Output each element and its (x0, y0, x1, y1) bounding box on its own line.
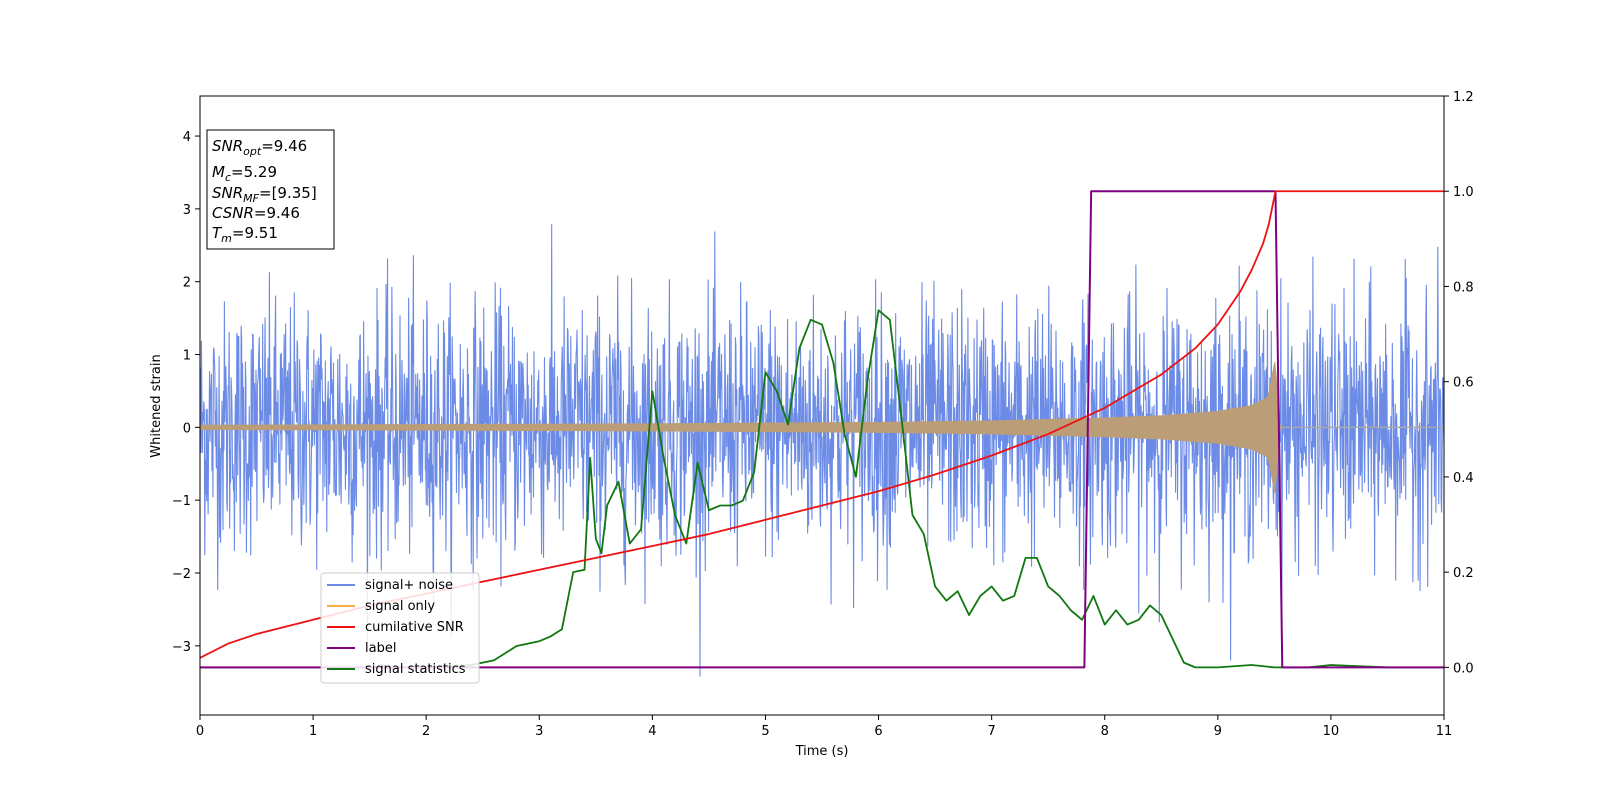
series-signal-noise (200, 224, 1444, 677)
y-tick-label: −3 (172, 640, 191, 655)
annotation-tm: Tm=9.51 (212, 224, 278, 245)
x-tick-label: 3 (535, 724, 543, 739)
y-tick-label: 2 (183, 276, 191, 291)
x-tick-label: 1 (309, 724, 317, 739)
annotation-snr-mf: SNRMF=[9.35] (212, 184, 317, 205)
legend-label-cumulative-snr: cumilative SNR (365, 620, 464, 635)
x-tick-label: 2 (422, 724, 430, 739)
y-tick-label: 1 (183, 349, 191, 364)
legend-label-signal-statistics: signal statistics (365, 662, 466, 677)
y-axis-label: Whitened strain (149, 354, 164, 457)
y2-tick-label: 0.0 (1453, 661, 1474, 676)
x-tick-label: 5 (761, 724, 769, 739)
x-tick-label: 0 (196, 724, 204, 739)
annotation-mc: Mc=5.29 (212, 163, 277, 184)
legend-label-signal-only: signal only (365, 599, 435, 614)
x-tick-label: 9 (1214, 724, 1222, 739)
plot-frame (199, 95, 1445, 716)
y2-tick-label: 0.2 (1453, 566, 1474, 581)
x-tick-label: 10 (1323, 724, 1340, 739)
y2-tick-label: 0.8 (1453, 280, 1474, 295)
annotation-csnr: CSNR=9.46 (212, 204, 300, 222)
x-tick-label: 7 (987, 724, 995, 739)
y2-tick-label: 1.0 (1453, 185, 1474, 200)
y-tick-label: 4 (183, 130, 191, 145)
x-tick-label: 4 (648, 724, 656, 739)
series-signal-statistics (200, 309, 1444, 669)
y-tick-label: −1 (172, 494, 191, 509)
y2-tick-label: 1.2 (1453, 90, 1474, 105)
legend-label-signal-noise: signal+ noise (365, 578, 453, 593)
y2-tick-label: 0.6 (1453, 376, 1474, 391)
x-axis-label: Time (s) (795, 744, 849, 759)
y2-tick-label: 0.4 (1453, 471, 1474, 486)
annotation-box: SNRopt=9.46 Mc=5.29 SNRMF=[9.35] CSNR=9.… (206, 129, 335, 250)
legend-frame (320, 572, 480, 684)
x-tick-label: 11 (1436, 724, 1453, 739)
annotation-snr-opt: SNRopt=9.46 (212, 137, 307, 158)
x-tick-label: 8 (1101, 724, 1109, 739)
legend: signal+ noise signal only cumilative SNR… (320, 572, 480, 684)
y-tick-label: 3 (183, 203, 191, 218)
axes-layer: 0 1 2 3 4 5 6 7 8 9 10 11 −3 −2 −1 0 1 2 3 4 0.0 0.2 0.4 0.6 0.8… (172, 90, 1474, 739)
y-tick-label: 0 (183, 421, 191, 436)
y-tick-label: −2 (172, 567, 191, 582)
legend-label-label: label (365, 641, 396, 656)
series-label (200, 190, 1444, 669)
x-tick-label: 6 (874, 724, 882, 739)
annotation-frame (206, 129, 335, 250)
